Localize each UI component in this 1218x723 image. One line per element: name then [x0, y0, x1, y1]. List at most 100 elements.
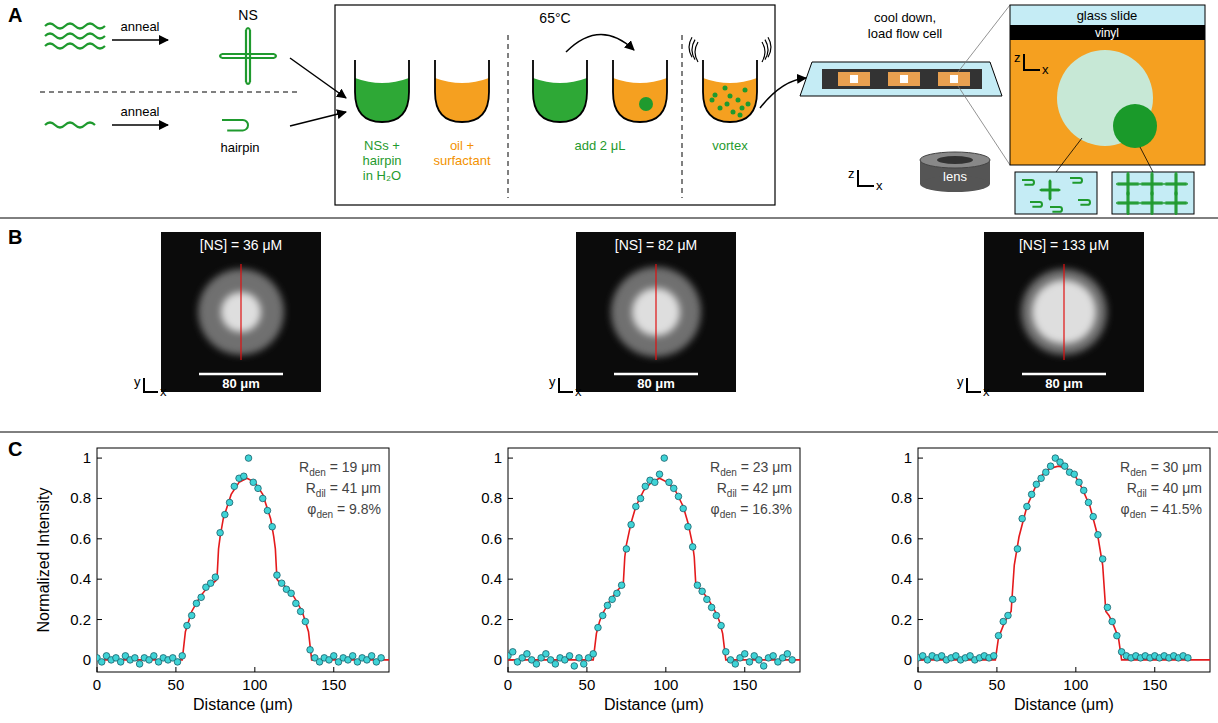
nanostar-arm	[1175, 191, 1177, 193]
annotation-value: = 23 μm	[737, 459, 792, 475]
dense-phase	[1113, 104, 1157, 148]
nanostar-arm	[1039, 189, 1041, 190]
droplet	[723, 86, 728, 91]
data-point	[685, 523, 692, 530]
data-point	[670, 485, 677, 492]
y-tick	[508, 458, 513, 459]
x-tick	[665, 667, 666, 672]
image-title: [NS] = 82 μM	[615, 237, 697, 253]
panel-b: B[NS] = 36 μM80 μmyx[NS] = 82 μM80 μmyx[…	[8, 226, 1144, 399]
image-title: [NS] = 133 μM	[1019, 237, 1109, 253]
vibration	[695, 42, 698, 62]
label: hairpin	[220, 140, 259, 155]
x-tick-label: 100	[653, 676, 678, 693]
data-point	[628, 521, 635, 528]
label: 65°C	[539, 10, 570, 26]
arrow	[290, 58, 346, 98]
annotation-value: = 40 μm	[1147, 480, 1202, 496]
data-point	[533, 661, 540, 668]
y-tick-label: 1	[83, 449, 91, 466]
annotation: φden = 41.5%	[1121, 501, 1202, 520]
nanostar-arm	[220, 54, 222, 58]
oil-region	[1010, 40, 1205, 165]
data-point	[245, 455, 252, 462]
axis-icon-label: x	[160, 384, 167, 399]
nanostar-arm	[1116, 183, 1118, 185]
droplet	[639, 97, 653, 111]
nanostar-arm	[1166, 182, 1187, 184]
data-point	[117, 659, 124, 666]
connector	[1140, 147, 1153, 172]
data-point	[151, 653, 158, 660]
nanostar-arm	[1142, 203, 1163, 205]
micrograph: [NS] = 82 μM80 μmyx	[549, 232, 736, 399]
y-tick	[508, 538, 513, 539]
data-point	[656, 471, 663, 478]
nanostar-arm	[1142, 184, 1163, 186]
data-point	[288, 590, 295, 597]
x-tick-label: 50	[579, 676, 596, 693]
arrow	[112, 39, 168, 41]
nanostar-arm	[1151, 213, 1153, 215]
droplet	[725, 102, 730, 107]
data-point	[746, 659, 753, 666]
divider	[40, 92, 300, 93]
data-point	[789, 657, 796, 664]
plot-data	[508, 455, 800, 669]
micrograph: [NS] = 36 μM80 μmyx	[134, 232, 321, 399]
data-point	[675, 493, 682, 500]
data-point	[1009, 596, 1016, 603]
y-tick-label: 0.4	[481, 570, 502, 587]
data-point	[784, 651, 791, 658]
annotation-subscript: den	[720, 509, 737, 520]
nanostar-arm	[1151, 191, 1153, 193]
y-tick	[508, 498, 513, 499]
dna-strand	[45, 44, 105, 49]
data-point	[651, 479, 658, 486]
y-tick	[97, 498, 102, 499]
x-tick	[175, 667, 176, 672]
plot-data	[918, 455, 1210, 663]
data-point	[1085, 499, 1092, 506]
y-tick-label: 0.6	[481, 530, 502, 547]
y-tick-label: 0.4	[70, 570, 91, 587]
droplet	[718, 106, 723, 111]
data-point	[269, 523, 276, 530]
layer-label: vinyl	[1095, 26, 1119, 40]
nanostar-arm	[1118, 201, 1139, 203]
nanostar-arm	[1058, 189, 1060, 190]
x-tick-label: 100	[242, 676, 267, 693]
data-point	[609, 596, 616, 603]
data-point	[543, 651, 550, 658]
data-point	[207, 580, 214, 587]
data-point	[240, 473, 247, 480]
x-tick-label: 0	[93, 676, 101, 693]
y-tick	[508, 619, 513, 620]
nanostar-arm	[246, 82, 250, 84]
data-point	[633, 503, 640, 510]
annotation-subscript: den	[1130, 509, 1147, 520]
annotation-value: = 30 μm	[1147, 459, 1202, 475]
data-point	[193, 600, 200, 607]
x-tick-label: 150	[732, 676, 757, 693]
data-point	[689, 544, 696, 551]
fit-line	[97, 478, 389, 660]
droplet	[746, 102, 751, 107]
nanostar-arm	[1049, 198, 1050, 200]
x-axis-title: Distance (μm)	[1014, 696, 1114, 713]
nanostar-arm	[1166, 184, 1187, 186]
y-tick-label: 0.8	[891, 489, 912, 506]
fit-line	[918, 466, 1210, 660]
nanostar-arm	[1186, 202, 1188, 204]
nanostar-arm	[1049, 181, 1050, 199]
arrow	[566, 34, 634, 52]
data-point	[614, 590, 621, 597]
data-point	[1019, 515, 1026, 522]
nanostar-arm	[1162, 183, 1164, 185]
data-point	[302, 618, 309, 625]
label-line: load flow cell	[868, 26, 943, 41]
nanostar-arm	[274, 54, 276, 58]
axis-icon-label: x	[983, 384, 990, 399]
scale-bar	[1022, 373, 1106, 376]
droplet	[736, 98, 741, 103]
